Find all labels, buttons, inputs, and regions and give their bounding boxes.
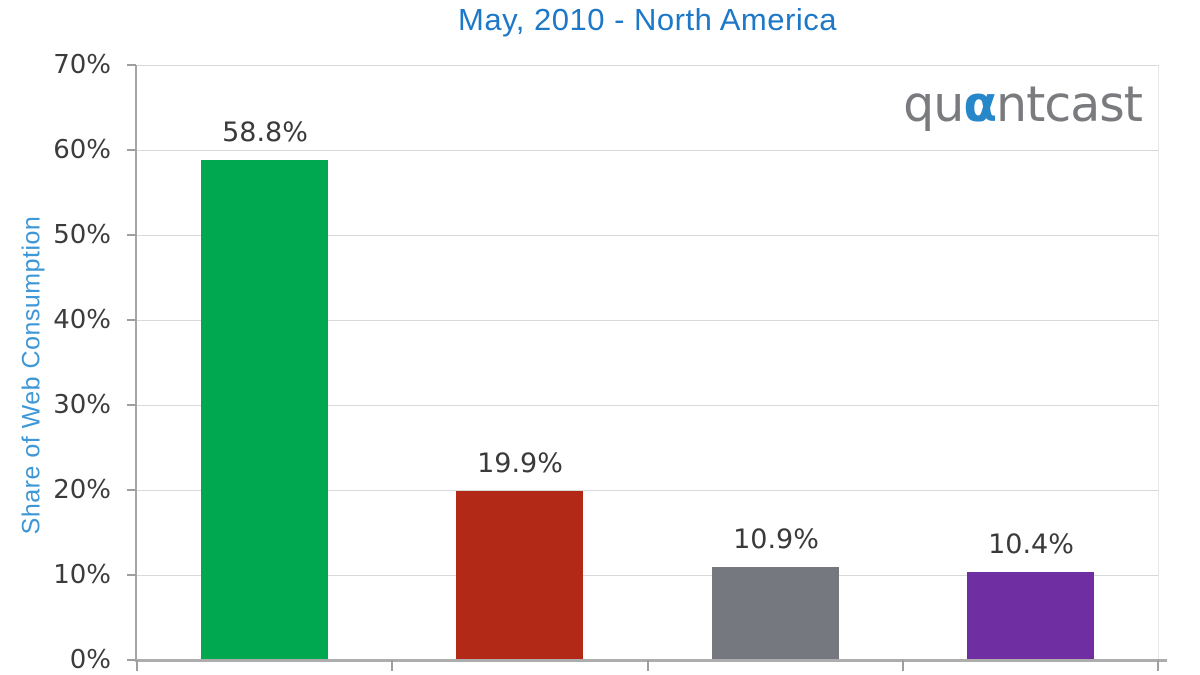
y-axis-tick-label: 50%	[53, 220, 111, 250]
y-axis-line	[135, 65, 137, 662]
bar-2	[456, 491, 583, 660]
gridline-50	[137, 235, 1158, 236]
bar-1	[201, 160, 328, 660]
gridline-30	[137, 405, 1158, 406]
bar-3	[712, 567, 839, 660]
bar-4	[967, 572, 1094, 660]
gridline-20	[137, 490, 1158, 491]
gridline-70	[137, 65, 1158, 66]
y-axis-tick-mark	[127, 574, 136, 576]
x-axis-tick-mark	[647, 660, 649, 671]
bar-value-label-4: 10.4%	[988, 529, 1074, 560]
bar-value-label-2: 19.9%	[477, 448, 563, 479]
gridline-60	[137, 150, 1158, 151]
y-axis-tick-mark	[127, 149, 136, 151]
x-axis-line	[135, 659, 1167, 662]
bar-value-label-3: 10.9%	[733, 524, 819, 555]
x-axis-tick-mark	[136, 660, 138, 671]
bar-value-label-1: 58.8%	[222, 117, 308, 148]
y-axis-tick-label: 0%	[69, 645, 111, 675]
y-axis-tick-label: 10%	[53, 560, 111, 590]
y-axis-tick-mark	[127, 404, 136, 406]
y-axis-tick-label: 70%	[53, 50, 111, 80]
y-axis-tick-label: 40%	[53, 305, 111, 335]
y-axis-tick-mark	[127, 659, 136, 661]
y-axis-tick-mark	[127, 489, 136, 491]
logo-text-qu: qu	[903, 76, 964, 133]
quantcast-logo: quαntcast	[903, 76, 1143, 133]
plot-area: 58.8% 19.9% 10.9% 10.4%	[137, 65, 1159, 660]
x-axis-tick-mark	[391, 660, 393, 671]
x-axis-tick-mark	[902, 660, 904, 671]
y-axis-tick-mark	[127, 64, 136, 66]
gridline-40	[137, 320, 1158, 321]
y-axis-tick-mark	[127, 319, 136, 321]
y-axis-tick-label: 20%	[53, 475, 111, 505]
logo-text-ntcast: ntcast	[996, 76, 1143, 133]
y-axis-tick-label: 30%	[53, 390, 111, 420]
y-axis-tick-mark	[127, 234, 136, 236]
x-axis-tick-mark	[1157, 660, 1159, 671]
chart-title: May, 2010 - North America	[458, 2, 837, 37]
y-axis-tick-label: 60%	[53, 135, 111, 165]
gridline-10	[137, 575, 1158, 576]
logo-alpha-icon: α	[963, 76, 997, 133]
